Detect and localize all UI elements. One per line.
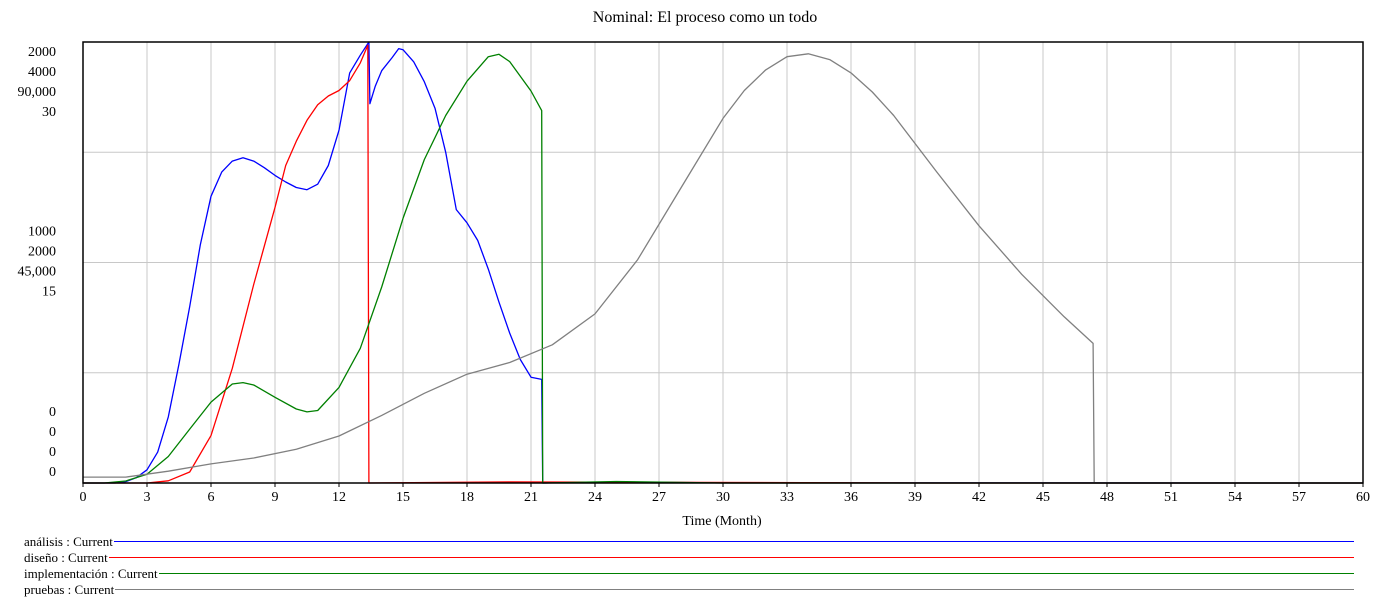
legend-item: análisis : Current bbox=[24, 534, 1354, 550]
x-tick-label: 48 bbox=[1100, 490, 1114, 505]
y-tick-label: 4000 bbox=[28, 65, 56, 80]
x-tick-label: 15 bbox=[396, 490, 410, 505]
y-tick-label: 0 bbox=[49, 425, 56, 440]
x-tick-label: 42 bbox=[972, 490, 986, 505]
grid-lines bbox=[83, 42, 1363, 483]
x-tick-label: 45 bbox=[1036, 490, 1050, 505]
y-tick-label: 1000 bbox=[28, 225, 56, 240]
x-axis-label: Time (Month) bbox=[682, 514, 762, 529]
x-tick-label: 36 bbox=[844, 490, 858, 505]
y-tick-label: 0 bbox=[49, 445, 56, 460]
x-tick-label: 3 bbox=[144, 490, 151, 505]
series-line-3 bbox=[83, 53, 1363, 484]
legend-label: análisis : Current bbox=[24, 534, 114, 550]
x-tick-label: 21 bbox=[524, 490, 538, 505]
legend-item: implementación : Current bbox=[24, 566, 1354, 582]
x-tick-label: 54 bbox=[1228, 490, 1242, 505]
y-tick-label: 0 bbox=[49, 405, 56, 420]
x-tick-label: 57 bbox=[1292, 490, 1306, 505]
x-tick-label: 12 bbox=[332, 490, 346, 505]
x-tick-label: 39 bbox=[908, 490, 922, 505]
legend-label: pruebas : Current bbox=[24, 582, 116, 598]
legend-item: diseño : Current bbox=[24, 550, 1354, 566]
y-tick-label: 15 bbox=[42, 285, 56, 300]
legend: análisis : Current diseño : Current implem… bbox=[0, 534, 1387, 613]
chart-title: Nominal: El proceso como un todo bbox=[593, 9, 817, 26]
y-tick-label: 2000 bbox=[28, 45, 56, 60]
series-line-4 bbox=[83, 53, 1363, 484]
x-tick-label: 24 bbox=[588, 490, 602, 505]
legend-line bbox=[115, 589, 1354, 590]
legend-item: pruebas : Current bbox=[24, 582, 1354, 598]
x-tick-label: 30 bbox=[716, 490, 730, 505]
x-tick-label: 27 bbox=[652, 490, 666, 505]
y-axis-ticks: 2000 4000 90,000 30 1000 2000 45,000 15 0 0 0 0 bbox=[18, 45, 57, 480]
x-tick-label: 33 bbox=[780, 490, 794, 505]
y-tick-label: 45,000 bbox=[18, 265, 57, 280]
x-tick-label: 0 bbox=[80, 490, 87, 505]
legend-label: implementación : Current bbox=[24, 566, 159, 582]
y-tick-label: 30 bbox=[42, 105, 56, 120]
series-line-2 bbox=[83, 44, 1363, 484]
x-tick-label: 51 bbox=[1164, 490, 1178, 505]
legend-line bbox=[109, 557, 1354, 558]
y-tick-label: 0 bbox=[49, 465, 56, 480]
y-tick-label: 90,000 bbox=[18, 85, 57, 100]
y-tick-label: 2000 bbox=[28, 245, 56, 260]
legend-label: diseño : Current bbox=[24, 550, 109, 566]
legend-line bbox=[114, 541, 1354, 542]
legend-line bbox=[159, 573, 1354, 574]
data-series bbox=[83, 41, 1364, 484]
chart: Nominal: El proceso como un todo 0 3 6 9 12 1… bbox=[18, 9, 1371, 529]
x-tick-label: 9 bbox=[272, 490, 279, 505]
series-line-1 bbox=[83, 41, 1364, 484]
x-tick-label: 6 bbox=[208, 490, 215, 505]
x-tick-label: 18 bbox=[460, 490, 474, 505]
x-axis-ticks: 0 3 6 9 12 15 18 21 24 27 30 33 36 39 42 45 48 51 54 57 60 bbox=[80, 483, 1370, 505]
x-tick-label: 60 bbox=[1356, 490, 1370, 505]
